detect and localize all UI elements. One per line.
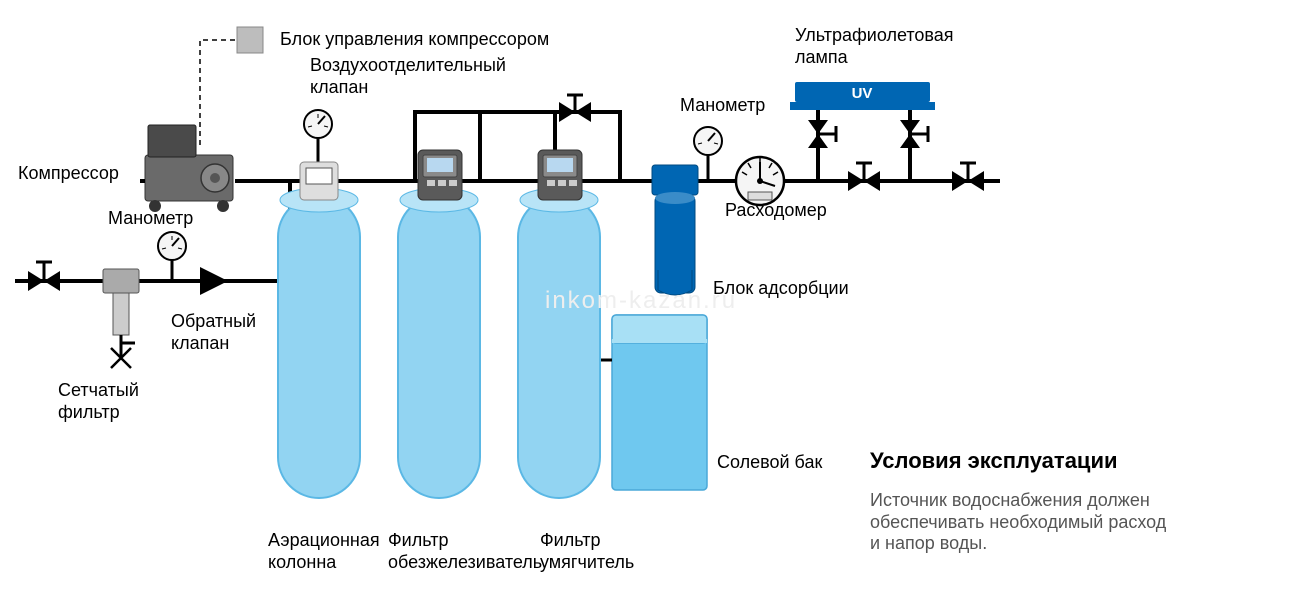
- mesh-filter-icon: [103, 269, 139, 368]
- watermark: inkom-kazan.ru: [545, 287, 737, 315]
- mesh-filter-label: Сетчатыйфильтр: [58, 380, 139, 423]
- compressor-label: Компрессор: [18, 163, 119, 185]
- bypass-valve-icon: [559, 95, 591, 122]
- iron-filter-icon: [398, 150, 480, 498]
- iron-filter-label: Фильтробезжелезиватель: [388, 530, 542, 573]
- compressor-block-label: Блок управления компрессором: [280, 29, 549, 51]
- adsorption-block-icon: [652, 165, 698, 295]
- flowmeter-label: Расходомер: [725, 200, 827, 222]
- manometer-left-icon: [158, 232, 186, 281]
- manometer-left-label: Манометр: [108, 208, 193, 230]
- outlet-valve-icon: [952, 163, 984, 191]
- uv-lamp-label: Ультрафиолетоваялампа: [795, 25, 954, 68]
- softener-label: Фильтрумягчитель: [540, 530, 634, 573]
- softener-icon: [518, 150, 600, 498]
- conditions-heading: Условия эксплуатации: [870, 448, 1118, 474]
- conditions-text: Источник водоснабжения должен обеспечива…: [870, 490, 1166, 555]
- aeration-label: Аэрационнаяколонна: [268, 530, 380, 573]
- svg-text:UV: UV: [852, 85, 873, 102]
- check-valve-label: Обратныйклапан: [171, 311, 256, 354]
- brine-tank-icon: [600, 315, 707, 490]
- uv-bypass-valve-icon: [848, 163, 880, 191]
- check-valve-icon: [200, 267, 228, 295]
- uv-valve-left-icon: [808, 120, 836, 148]
- brine-tank-label: Солевой бак: [717, 452, 822, 474]
- aeration-column-icon: [278, 162, 360, 498]
- air-valve-label: Воздухоотделительныйклапан: [310, 55, 506, 98]
- uv-valve-right-icon: [900, 120, 928, 148]
- manometer-top-label: Манометр: [680, 95, 765, 117]
- inlet-valve-icon: [28, 262, 60, 291]
- flowmeter-icon: [736, 157, 784, 205]
- compressor-icon: [145, 125, 233, 212]
